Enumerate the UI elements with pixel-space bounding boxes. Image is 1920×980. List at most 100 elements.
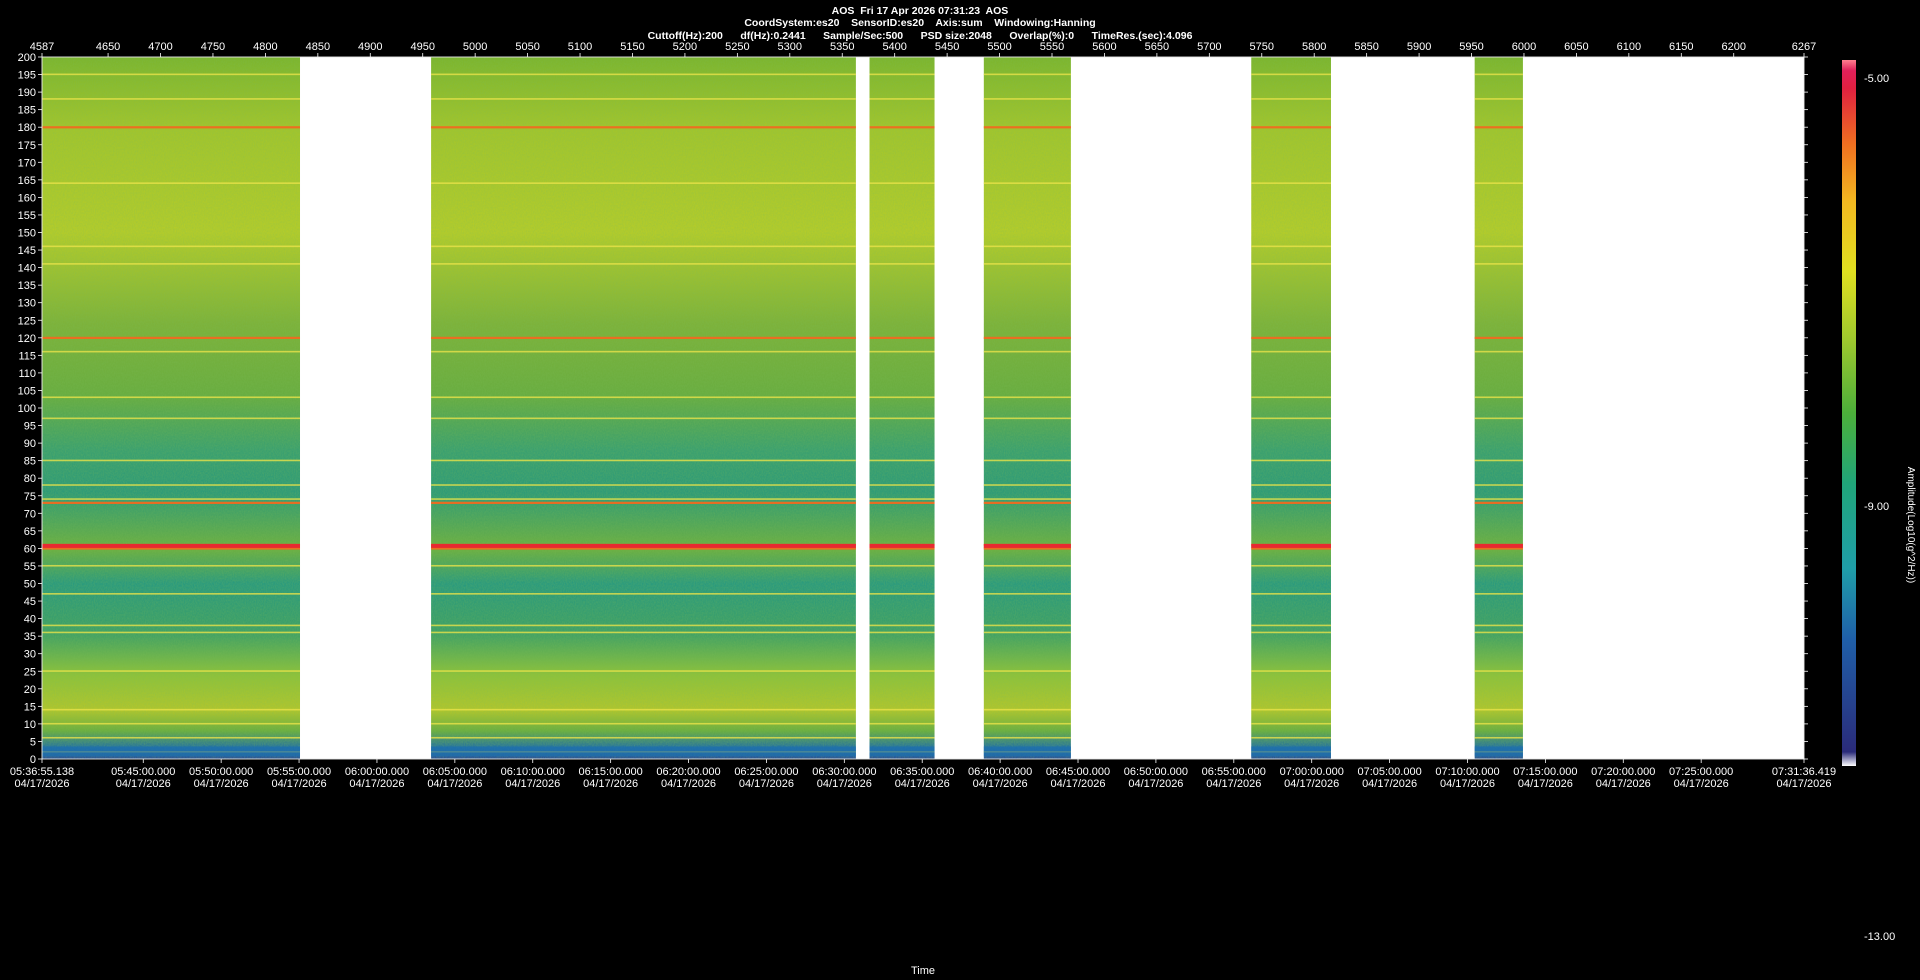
harmonic-line <box>1474 631 1523 634</box>
harmonic-line <box>1474 501 1523 504</box>
harmonic-line <box>1474 98 1523 100</box>
harmonic-line <box>869 498 935 500</box>
harmonic-line <box>983 417 1071 420</box>
harmonic-line <box>42 336 301 339</box>
time-tick-label: 05:36:55.138 <box>10 766 74 778</box>
time-tick-label: 06:40:00.000 <box>968 766 1032 778</box>
y-tick-label: 20 <box>24 684 36 696</box>
harmonic-line <box>1251 126 1331 129</box>
harmonic-line <box>983 498 1071 500</box>
date-tick-label: 04/17/2026 <box>14 778 69 790</box>
y-tick-label: 120 <box>18 333 36 345</box>
harmonic-line <box>1251 547 1331 550</box>
y-tick-label: 165 <box>18 175 36 187</box>
y-tick-label: 190 <box>18 87 36 99</box>
date-tick-label: 04/17/2026 <box>583 778 638 790</box>
line-60hz <box>1251 543 1331 548</box>
harmonic-line <box>869 670 935 672</box>
harmonic-lines <box>42 73 1523 757</box>
harmonic-line <box>42 501 301 504</box>
y-tick-label: 125 <box>18 315 36 327</box>
low-frequency-band <box>983 746 1071 757</box>
harmonic-line <box>1251 245 1331 248</box>
y-tick-label: 35 <box>24 631 36 643</box>
chart-subtitle-config: CoordSystem:es20 SensorID:es20 Axis:sum … <box>744 17 1096 29</box>
date-tick-label: 04/17/2026 <box>661 778 716 790</box>
date-tick-label: 04/17/2026 <box>427 778 482 790</box>
y-tick-label: 150 <box>18 228 36 240</box>
harmonic-line <box>42 245 301 248</box>
data-segment-texture-0 <box>42 57 301 759</box>
harmonic-line <box>42 547 301 550</box>
harmonic-line <box>1251 73 1331 76</box>
top-tick-label: 6050 <box>1564 41 1588 53</box>
top-tick-label: 5300 <box>778 41 802 53</box>
top-tick-label: 4700 <box>148 41 172 53</box>
date-tick-label: 04/17/2026 <box>1206 778 1261 790</box>
harmonic-line <box>431 736 856 739</box>
data-segment-texture-1 <box>431 57 856 759</box>
harmonic-line <box>42 484 301 486</box>
harmonic-line <box>1251 501 1331 504</box>
harmonic-line <box>42 126 301 129</box>
time-tick-label: 06:55:00.000 <box>1202 766 1266 778</box>
harmonic-line <box>431 459 856 462</box>
time-tick-label: 06:10:00.000 <box>501 766 565 778</box>
harmonic-line <box>1251 484 1331 486</box>
date-tick-label: 04/17/2026 <box>1362 778 1417 790</box>
low-frequency-band <box>1251 746 1331 757</box>
harmonic-line <box>42 263 301 265</box>
time-tick-label: 07:05:00.000 <box>1357 766 1421 778</box>
harmonic-line <box>42 396 301 399</box>
top-tick-label: 5850 <box>1354 41 1378 53</box>
y-tick-label: 160 <box>18 192 36 204</box>
harmonic-line <box>42 624 301 627</box>
y-tick-label: 70 <box>24 508 36 520</box>
date-tick-label: 04/17/2026 <box>1440 778 1495 790</box>
time-tick-label: 06:50:00.000 <box>1124 766 1188 778</box>
harmonic-line <box>431 593 856 595</box>
date-tick-label: 04/17/2026 <box>895 778 950 790</box>
bottom-axis: 05:36:55.13804/17/202605:45:00.00004/17/… <box>10 758 1836 790</box>
y-tick-label: 140 <box>18 263 36 275</box>
harmonic-line <box>1251 350 1331 353</box>
harmonic-line <box>983 564 1071 567</box>
time-tick-label: 07:31:36.419 <box>1772 766 1836 778</box>
harmonic-line <box>983 336 1071 339</box>
top-tick-label: 5350 <box>830 41 854 53</box>
harmonic-line <box>983 708 1071 711</box>
top-tick-label: 5700 <box>1197 41 1221 53</box>
date-tick-label: 04/17/2026 <box>1674 778 1729 790</box>
line-60hz <box>983 543 1071 548</box>
colorbar <box>1842 60 1856 766</box>
y-axis: 0 5 10 15 20 25 30 35 40 45 50 55 60 65 70 75 80 85 90 95 10… <box>18 52 1808 766</box>
harmonic-line <box>869 736 935 739</box>
harmonic-line <box>1474 593 1523 595</box>
harmonic-line <box>431 631 856 634</box>
top-tick-label: 5750 <box>1250 41 1274 53</box>
harmonic-line <box>1474 498 1523 500</box>
harmonic-line <box>983 722 1071 725</box>
y-tick-label: 200 <box>18 52 36 64</box>
date-tick-label: 04/17/2026 <box>272 778 327 790</box>
time-tick-label: 05:55:00.000 <box>267 766 331 778</box>
harmonic-line <box>983 73 1071 76</box>
harmonic-line <box>1474 624 1523 627</box>
harmonic-line <box>42 631 301 634</box>
harmonic-line <box>869 350 935 353</box>
low-frequency-band <box>42 746 301 757</box>
harmonic-line <box>869 73 935 76</box>
line-60hz <box>869 543 935 548</box>
top-tick-label: 4587 <box>30 41 54 53</box>
harmonic-line <box>1251 708 1331 711</box>
harmonic-line <box>1474 459 1523 462</box>
harmonic-line <box>983 396 1071 399</box>
y-tick-label: 65 <box>24 526 36 538</box>
top-tick-label: 5150 <box>620 41 644 53</box>
harmonic-line <box>983 245 1071 248</box>
top-tick-label: 6150 <box>1669 41 1693 53</box>
harmonic-line <box>869 547 935 550</box>
data-segment-texture-4 <box>1251 57 1331 759</box>
harmonic-line <box>983 547 1071 550</box>
data-segment-texture-2 <box>869 57 935 759</box>
